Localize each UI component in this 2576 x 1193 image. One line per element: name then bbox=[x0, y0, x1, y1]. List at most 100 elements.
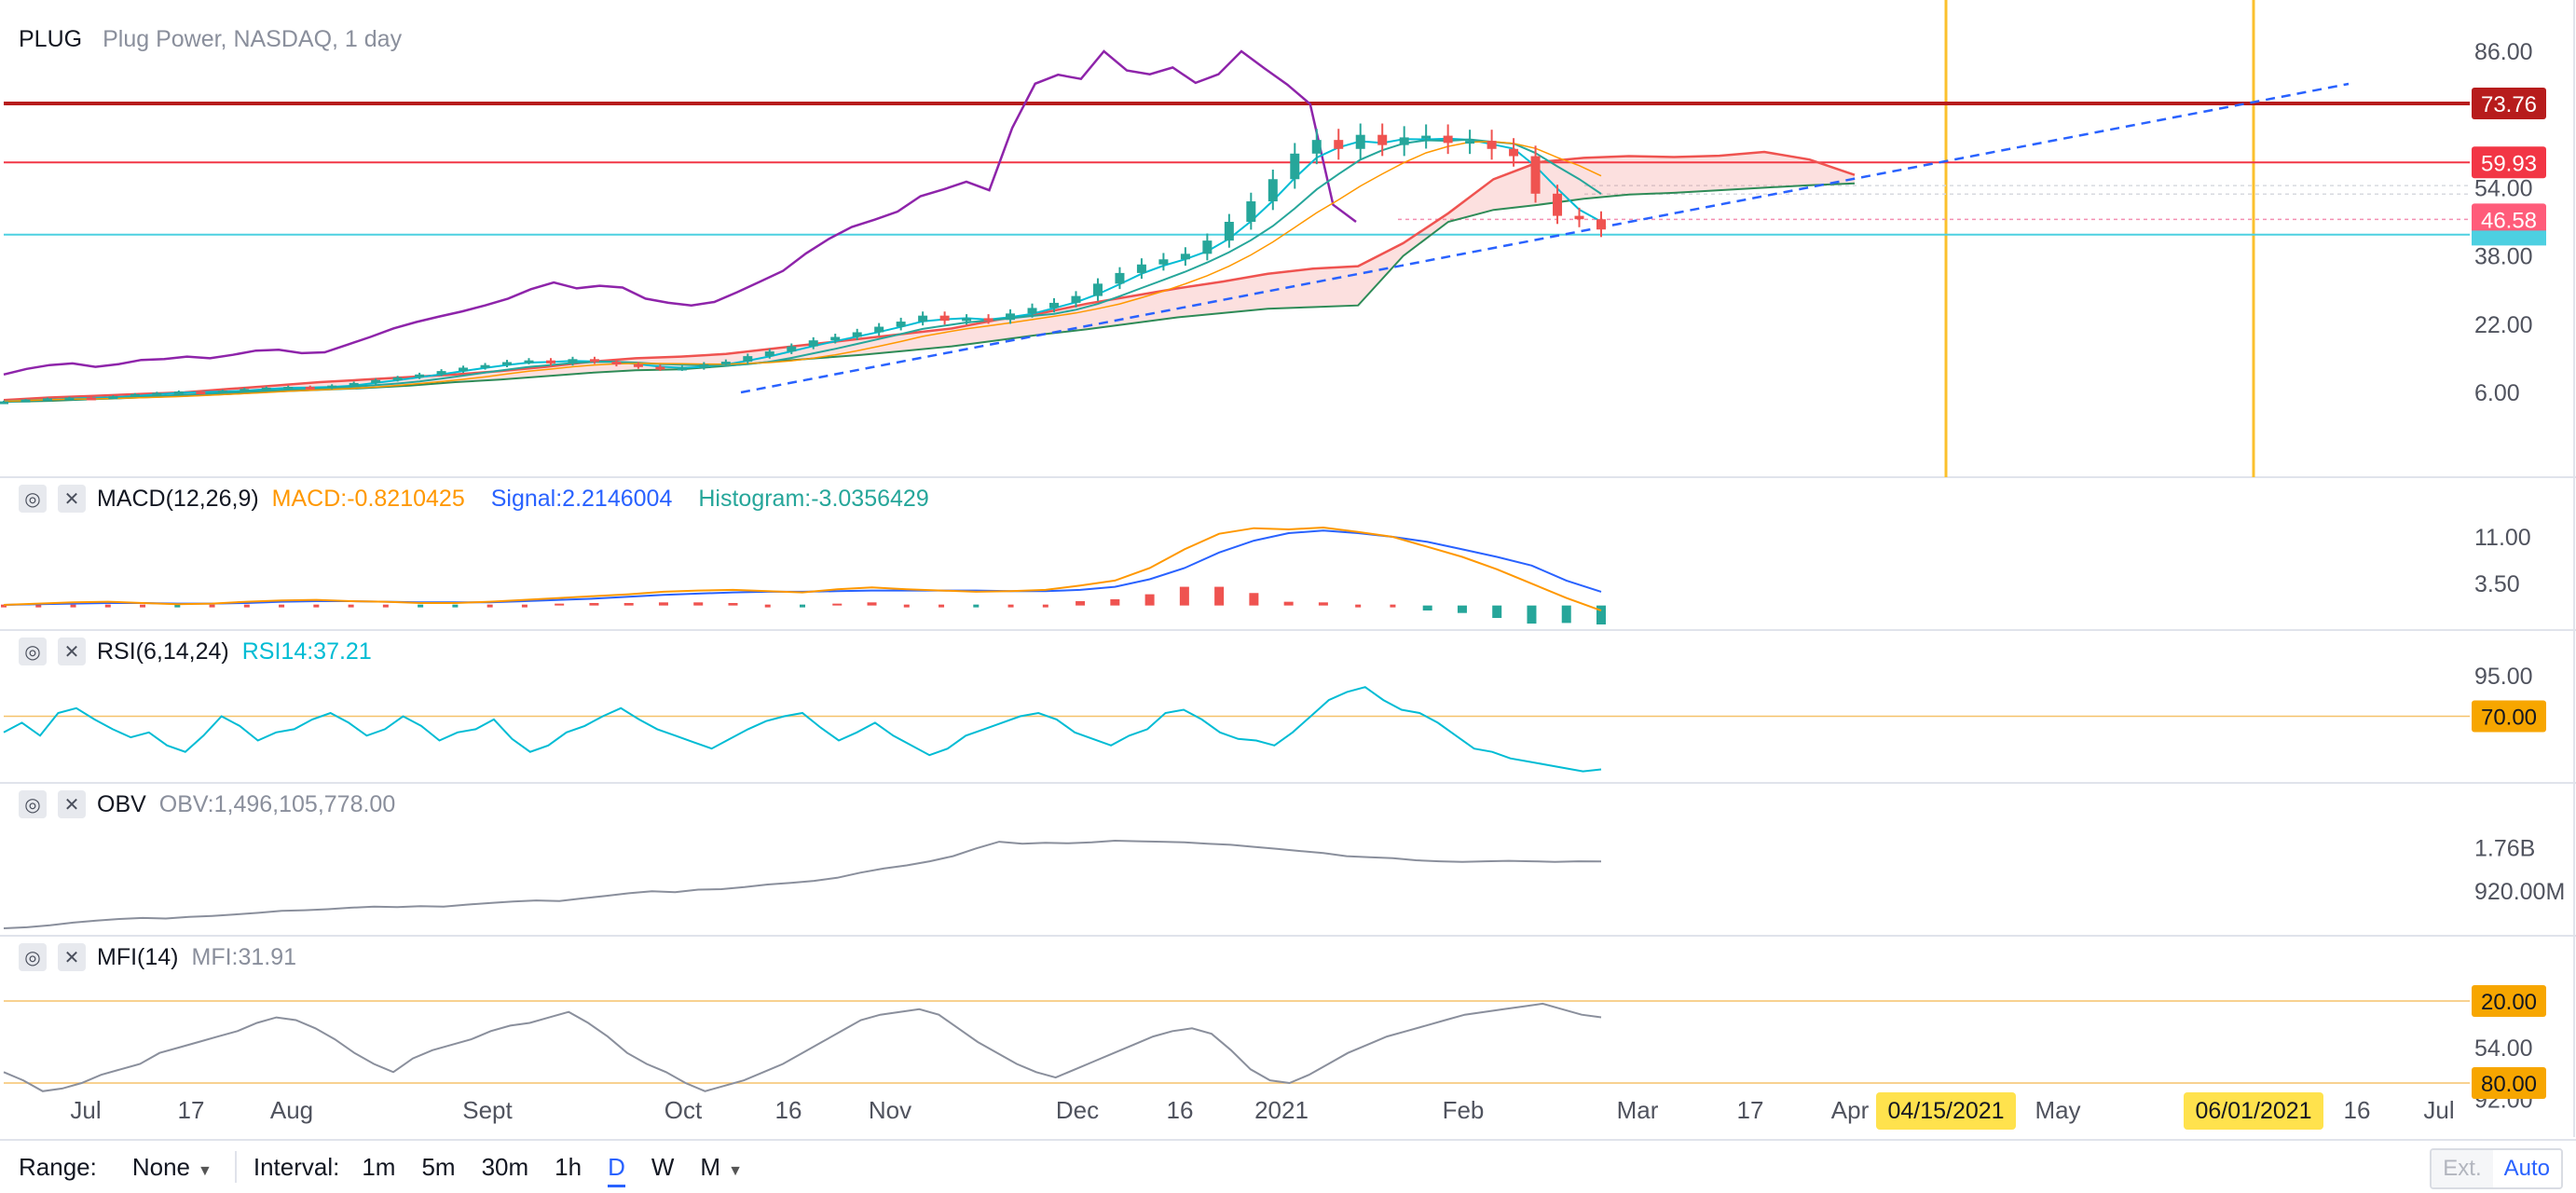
histogram-bar bbox=[939, 604, 945, 608]
mfi-value: MFI:31.91 bbox=[191, 943, 297, 970]
candle-body bbox=[962, 318, 972, 322]
range-select[interactable]: None ▼ bbox=[119, 1153, 226, 1182]
interval-1m[interactable]: 1m bbox=[362, 1152, 396, 1181]
histogram-bar bbox=[623, 602, 634, 606]
histogram-bar bbox=[693, 602, 704, 606]
histogram-bar bbox=[1457, 605, 1467, 613]
candle-body bbox=[1443, 135, 1453, 144]
obv-legend: ◎ ✕ OBV OBV:1,496,105,778.00 bbox=[19, 790, 421, 818]
histogram-bar bbox=[382, 604, 389, 608]
candle-body bbox=[21, 399, 31, 403]
y-axis-label: 6.00 bbox=[2474, 380, 2520, 406]
histogram-bar bbox=[867, 602, 877, 606]
auto-button[interactable]: Auto bbox=[2492, 1150, 2561, 1187]
trend-line bbox=[740, 82, 2350, 394]
interval-d[interactable]: D bbox=[595, 1152, 638, 1187]
candle-body bbox=[261, 387, 271, 391]
candle-body bbox=[699, 363, 709, 368]
candle-body bbox=[1246, 201, 1256, 222]
candle-body bbox=[305, 387, 315, 391]
candle-body bbox=[918, 315, 928, 322]
interval-w[interactable]: W bbox=[651, 1152, 675, 1181]
candle-body bbox=[1092, 283, 1103, 296]
candle-body bbox=[1509, 148, 1519, 157]
candle-body bbox=[240, 389, 250, 392]
interval-label: Interval: bbox=[253, 1152, 340, 1181]
candle-body bbox=[459, 367, 469, 372]
rsi-line bbox=[3, 686, 1602, 773]
symbol-label: PLUG bbox=[19, 26, 83, 52]
symbol-description: Plug Power, NASDAQ, 1 day bbox=[103, 26, 403, 52]
obv-title: OBV bbox=[97, 790, 146, 817]
candle-body bbox=[524, 360, 534, 363]
candle-body bbox=[983, 318, 993, 322]
candle-body bbox=[568, 359, 578, 363]
histogram-bar bbox=[279, 604, 285, 608]
close-icon[interactable]: ✕ bbox=[58, 943, 86, 971]
histogram-bar bbox=[800, 604, 805, 608]
histogram-bar bbox=[1561, 605, 1571, 624]
histogram-bar bbox=[1422, 605, 1432, 611]
histogram-bar bbox=[418, 604, 424, 608]
x-axis-label: 2021 bbox=[1254, 1096, 1309, 1124]
scale-buttons: Ext. Auto bbox=[2430, 1148, 2563, 1189]
upper-band-line bbox=[3, 49, 1357, 377]
histogram-bar bbox=[521, 604, 528, 608]
histogram-bar bbox=[728, 602, 738, 606]
candle-body bbox=[283, 387, 294, 391]
histogram-bar bbox=[486, 604, 493, 608]
price-badge bbox=[2472, 87, 2546, 119]
interval-30m[interactable]: 30m bbox=[481, 1152, 529, 1181]
chart-canvas[interactable]: 86.00 54.00 38.00 22.00 6.00 73.76 59.93 46.58 1… bbox=[0, 0, 2576, 1137]
candle-body bbox=[1049, 302, 1060, 309]
visibility-icon[interactable]: ◎ bbox=[19, 638, 47, 665]
interval-5m[interactable]: 5m bbox=[421, 1152, 456, 1181]
level-badge-label: 20.00 bbox=[2481, 990, 2537, 1015]
visibility-icon[interactable]: ◎ bbox=[19, 790, 47, 818]
close-icon[interactable]: ✕ bbox=[58, 790, 86, 818]
candle-body bbox=[1267, 179, 1278, 202]
close-icon[interactable]: ✕ bbox=[58, 638, 86, 665]
visibility-icon[interactable]: ◎ bbox=[19, 485, 47, 513]
histogram-bar bbox=[1318, 602, 1328, 606]
x-axis-label: May bbox=[2035, 1096, 2080, 1124]
x-axis-label: 17 bbox=[1737, 1096, 1764, 1124]
candle-body bbox=[1487, 141, 1497, 149]
interval-1h[interactable]: 1h bbox=[555, 1152, 582, 1181]
x-axis-label: Aug bbox=[270, 1096, 313, 1124]
candle-body bbox=[349, 382, 359, 386]
candle-body bbox=[86, 397, 96, 401]
x-axis-label: Jul bbox=[70, 1096, 101, 1124]
histogram-bar bbox=[1283, 601, 1294, 606]
candle-body bbox=[589, 359, 599, 363]
candle-body bbox=[152, 392, 162, 396]
visibility-icon[interactable]: ◎ bbox=[19, 943, 47, 971]
histogram-bar bbox=[1492, 605, 1502, 619]
bottom-toolbar: Range: None ▼ Interval: 1m 5m 30m 1h D W … bbox=[0, 1139, 2576, 1193]
candle-body bbox=[108, 396, 118, 400]
caret-down-icon: ▼ bbox=[198, 1162, 212, 1179]
y-axis-label: 1.76B bbox=[2474, 836, 2535, 862]
candle-body bbox=[42, 398, 52, 402]
candle-body bbox=[196, 391, 206, 395]
x-axis-label: Feb bbox=[1443, 1096, 1485, 1124]
x-axis-label: Apr bbox=[1831, 1096, 1870, 1124]
level-badge-label: 80.00 bbox=[2481, 1072, 2537, 1097]
candle-body bbox=[1180, 254, 1190, 260]
date-badge-label: 04/15/2021 bbox=[1887, 1098, 2004, 1124]
candle-body bbox=[173, 391, 184, 395]
candle-body bbox=[874, 326, 884, 333]
interval-d-label: D bbox=[608, 1152, 625, 1187]
close-icon[interactable]: ✕ bbox=[58, 485, 86, 513]
histogram-bar bbox=[140, 604, 146, 608]
histogram-bar bbox=[209, 604, 215, 608]
interval-m[interactable]: M ▼ bbox=[687, 1153, 756, 1182]
x-axis-label: Oct bbox=[665, 1096, 703, 1124]
candle-body bbox=[502, 362, 513, 365]
histogram-bar bbox=[1, 604, 7, 608]
histogram-bar bbox=[764, 604, 771, 608]
candle-body bbox=[436, 371, 446, 375]
ext-button[interactable]: Ext. bbox=[2432, 1150, 2493, 1187]
candle-body bbox=[1224, 222, 1234, 241]
y-axis-label: 22.00 bbox=[2474, 312, 2533, 338]
